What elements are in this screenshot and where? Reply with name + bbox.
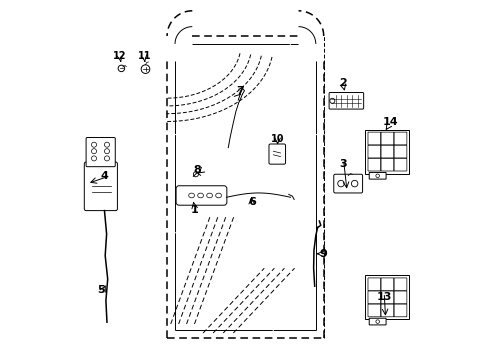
Text: 11: 11 (138, 51, 151, 61)
FancyBboxPatch shape (380, 278, 393, 291)
FancyBboxPatch shape (393, 145, 406, 158)
FancyBboxPatch shape (380, 145, 393, 158)
FancyBboxPatch shape (367, 291, 380, 304)
FancyBboxPatch shape (333, 174, 362, 193)
Text: 1: 1 (190, 204, 198, 215)
FancyBboxPatch shape (365, 130, 408, 174)
Text: 8: 8 (193, 165, 201, 175)
Text: 7: 7 (236, 86, 244, 96)
FancyBboxPatch shape (393, 158, 406, 171)
FancyBboxPatch shape (368, 172, 386, 179)
Text: 10: 10 (270, 134, 284, 144)
FancyBboxPatch shape (367, 278, 380, 291)
FancyBboxPatch shape (176, 186, 226, 205)
FancyBboxPatch shape (365, 275, 408, 319)
Text: 2: 2 (339, 78, 346, 88)
Text: 14: 14 (382, 117, 397, 127)
Text: 13: 13 (376, 292, 391, 302)
Text: 6: 6 (247, 197, 255, 207)
FancyBboxPatch shape (86, 138, 115, 167)
Text: 3: 3 (339, 159, 346, 169)
FancyBboxPatch shape (393, 132, 406, 145)
FancyBboxPatch shape (393, 291, 406, 304)
Text: 4: 4 (100, 171, 108, 181)
FancyBboxPatch shape (367, 158, 380, 171)
Text: 5: 5 (97, 285, 104, 295)
FancyBboxPatch shape (380, 132, 393, 145)
FancyBboxPatch shape (367, 145, 380, 158)
FancyBboxPatch shape (84, 162, 117, 211)
FancyBboxPatch shape (268, 144, 285, 164)
FancyBboxPatch shape (367, 304, 380, 317)
FancyBboxPatch shape (393, 278, 406, 291)
FancyBboxPatch shape (368, 318, 386, 325)
FancyBboxPatch shape (380, 291, 393, 304)
FancyBboxPatch shape (380, 304, 393, 317)
FancyBboxPatch shape (380, 158, 393, 171)
FancyBboxPatch shape (367, 132, 380, 145)
Text: 9: 9 (318, 249, 326, 259)
FancyBboxPatch shape (328, 93, 363, 109)
Text: 12: 12 (112, 51, 126, 61)
FancyBboxPatch shape (393, 304, 406, 317)
